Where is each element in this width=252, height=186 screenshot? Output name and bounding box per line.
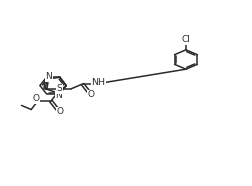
Text: O: O bbox=[87, 90, 94, 100]
Text: N: N bbox=[55, 91, 62, 100]
Text: O: O bbox=[56, 107, 63, 116]
Text: NH: NH bbox=[91, 78, 105, 87]
Text: Cl: Cl bbox=[181, 35, 190, 44]
Text: S: S bbox=[56, 84, 62, 93]
Text: O: O bbox=[33, 94, 40, 103]
Text: N: N bbox=[45, 73, 52, 81]
